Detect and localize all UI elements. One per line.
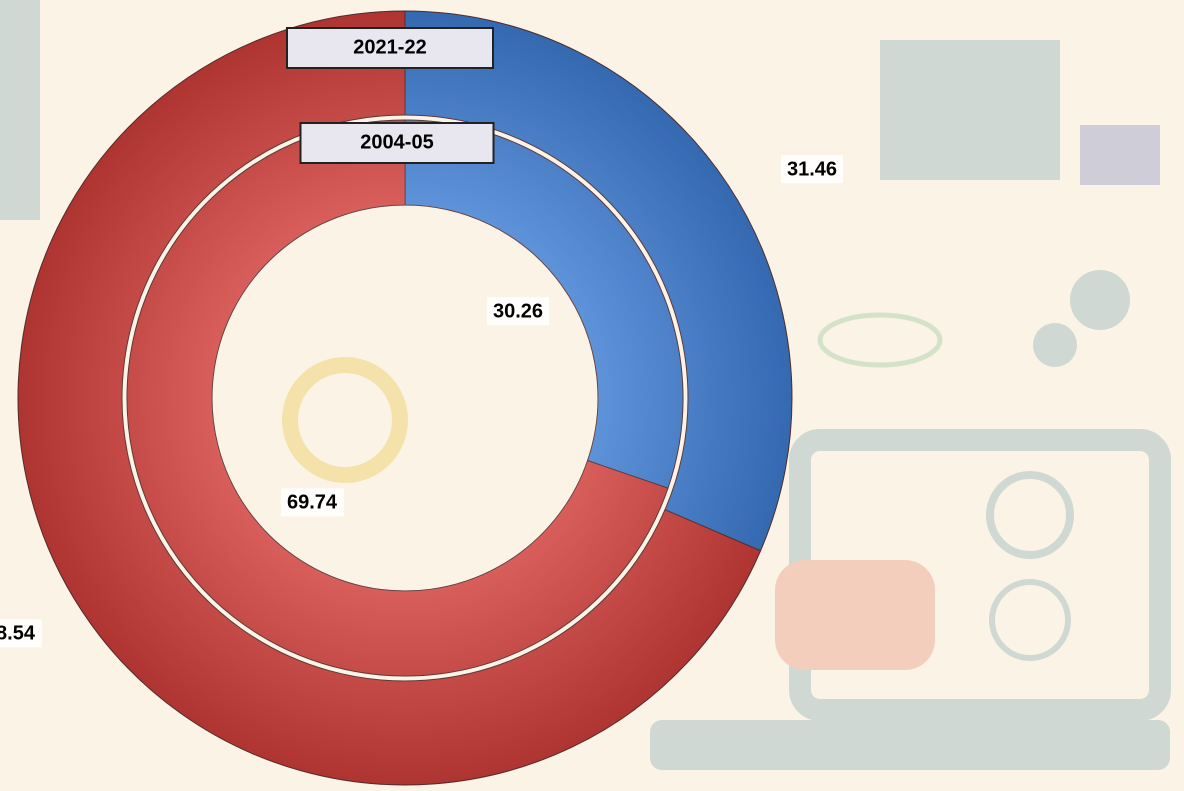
data-label-box: [0, 619, 42, 648]
data-label-box: [780, 155, 844, 184]
ring-name-box: [299, 122, 495, 164]
data-label-box: [280, 488, 344, 517]
data-label: 69.74: [287, 491, 338, 513]
ring-name: 2004-05: [360, 131, 433, 153]
ring-name-box: [286, 27, 494, 69]
data-label-box: [486, 297, 550, 326]
data-label: 68.54: [0, 622, 36, 644]
data-label: 31.46: [787, 158, 837, 180]
labels: 31.46 68.54 2021-22 30.26 69.74 2004-05: [0, 27, 844, 648]
data-label: 30.26: [493, 300, 543, 322]
ring-name: 2021-22: [353, 36, 426, 58]
